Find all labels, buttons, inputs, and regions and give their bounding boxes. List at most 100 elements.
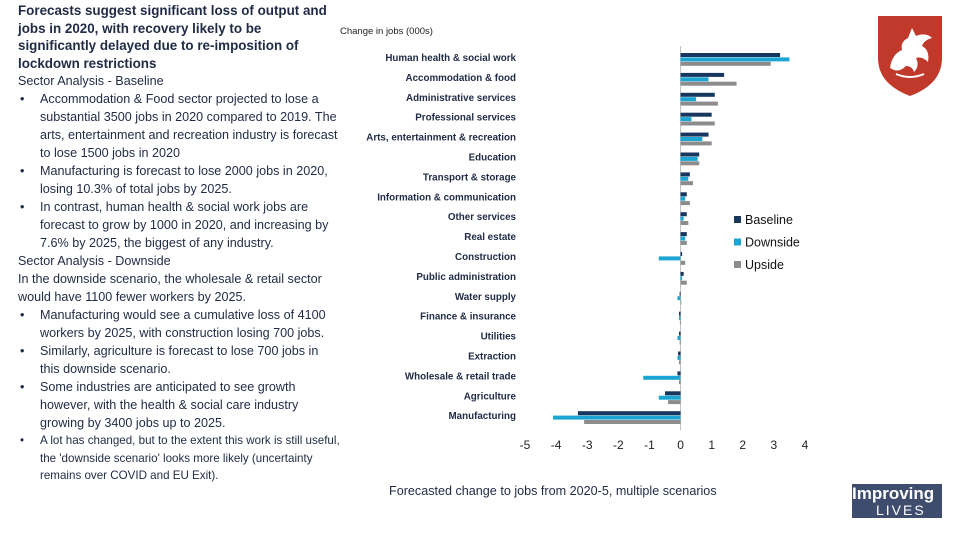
legend-swatch-downside	[734, 238, 741, 246]
bar-baseline	[678, 351, 681, 356]
bar-baseline	[679, 311, 681, 316]
bar-baseline	[680, 232, 687, 237]
bar-upside	[680, 121, 715, 126]
bar-downside	[677, 296, 681, 301]
bullet-glyph: •	[20, 164, 25, 178]
bar-baseline	[680, 192, 687, 197]
legend-swatch-baseline	[734, 216, 741, 223]
x-tick-label: -3	[582, 438, 593, 452]
bar-upside	[680, 181, 693, 186]
category-label: Wholesale & retail trade	[405, 371, 517, 382]
bar-downside	[680, 196, 686, 201]
bar-downside	[680, 77, 709, 82]
bar-downside	[677, 355, 681, 360]
bar-upside	[679, 340, 681, 345]
bar-upside	[680, 300, 682, 305]
category-label: Education	[469, 152, 516, 163]
bar-baseline	[677, 371, 681, 376]
bar-downside	[680, 57, 790, 62]
chart-caption: Forecasted change to jobs from 2020-5, m…	[389, 484, 717, 498]
bar-upside	[680, 240, 687, 245]
x-tick-label: -1	[644, 438, 655, 452]
bar-downside	[680, 137, 703, 141]
bar-baseline	[680, 252, 683, 256]
dragon-crest-icon	[870, 10, 950, 100]
bullet-text: A lot has changed, but to the extent thi…	[40, 434, 340, 482]
bar-upside	[680, 81, 737, 86]
bar-upside	[680, 141, 712, 146]
brand-logo: Improving LIVES	[852, 484, 942, 518]
category-label: Agriculture	[464, 391, 517, 402]
bullet-glyph: •	[20, 344, 25, 358]
brand-line2: LIVES	[876, 502, 926, 518]
category-label: Water supply	[455, 292, 517, 303]
bar-baseline	[680, 152, 700, 157]
bar-baseline	[680, 92, 715, 97]
bar-baseline	[680, 271, 684, 276]
bar-upside	[680, 221, 689, 225]
bullet-glyph: •	[20, 434, 25, 447]
bar-upside	[679, 360, 681, 365]
bullet-text: Manufacturing would see a cumulative los…	[40, 308, 326, 340]
bullet-item: • Manufacturing would see a cumulative lo…	[18, 306, 340, 342]
x-tick-label: 3	[771, 438, 778, 452]
bullet-text: Accommodation & Food sector projected to…	[40, 92, 338, 160]
category-label: Other services	[448, 212, 517, 223]
jobs-change-chart: Change in jobs (000s) Human health & soci…	[340, 26, 809, 477]
bullet-item: • Some industries are anticipated to see …	[18, 378, 340, 432]
x-tick-label: 4	[802, 438, 809, 452]
bar-baseline	[680, 72, 725, 77]
x-tick-label: 1	[708, 438, 715, 452]
text-panel: Forecasts suggest significant loss of ou…	[18, 2, 340, 485]
category-label: Accommodation & food	[406, 73, 516, 84]
category-label: Finance & insurance	[420, 312, 516, 323]
bullet-item: • Accommodation & Food sector projected t…	[18, 90, 340, 162]
bar-baseline	[665, 391, 681, 396]
bar-upside	[680, 260, 686, 265]
bullet-glyph: •	[20, 200, 25, 214]
category-label: Real estate	[464, 232, 516, 243]
bar-downside	[658, 395, 681, 400]
category-label: Professional services	[415, 113, 516, 124]
bar-baseline	[680, 172, 690, 177]
bullet-item: • In contrast, human health & social work…	[18, 198, 340, 252]
category-label: Arts, entertainment & recreation	[366, 133, 516, 144]
chart-title: Change in jobs (000s)	[340, 26, 433, 37]
bar-baseline	[680, 132, 709, 137]
bar-upside	[679, 320, 681, 325]
category-label: Construction	[455, 252, 516, 263]
bar-baseline	[680, 53, 781, 57]
bar-baseline	[680, 112, 712, 117]
category-label: Transport & storage	[423, 172, 517, 183]
baseline-section-title: Sector Analysis - Baseline	[18, 74, 164, 88]
downside-intro: In the downside scenario, the wholesale …	[18, 272, 322, 304]
brand-line1: Improving	[852, 484, 935, 503]
category-label: Public administration	[416, 272, 516, 283]
bullet-text: Some industries are anticipated to see g…	[40, 380, 299, 430]
legend-label-downside: Downside	[745, 236, 800, 250]
bar-baseline	[679, 331, 681, 336]
bar-upside	[679, 380, 681, 385]
downside-section-title: Sector Analysis - Downside	[18, 254, 171, 268]
bullet-text: Similarly, agriculture is forecast to lo…	[40, 344, 319, 376]
bar-downside	[680, 97, 697, 102]
bullet-glyph: •	[20, 92, 25, 106]
category-label: Administrative services	[406, 93, 517, 104]
bar-downside	[680, 176, 689, 181]
bullet-text: Manufacturing is forecast to lose 2000 j…	[40, 164, 328, 196]
bar-baseline	[577, 411, 681, 416]
bar-baseline	[679, 291, 681, 296]
x-tick-label: 0	[677, 438, 684, 452]
bar-baseline	[680, 212, 687, 217]
bullet-glyph: •	[20, 380, 25, 394]
x-tick-label: 2	[739, 438, 746, 452]
bar-downside	[679, 316, 681, 321]
bar-upside	[680, 161, 700, 166]
category-label: Utilities	[481, 332, 517, 343]
x-tick-label: -4	[551, 438, 562, 452]
bar-downside	[658, 256, 681, 261]
bar-downside	[680, 117, 692, 122]
bar-upside	[680, 201, 690, 206]
legend-label-upside: Upside	[745, 258, 784, 272]
bar-downside	[680, 156, 698, 161]
